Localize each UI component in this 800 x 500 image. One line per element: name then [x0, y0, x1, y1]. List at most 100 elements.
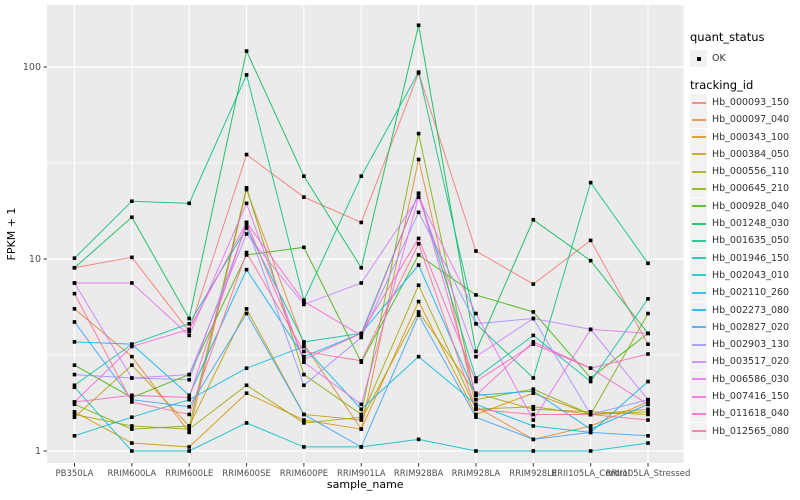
legend-key-ok: [690, 50, 707, 67]
data-point: [646, 379, 650, 384]
legend-item-Hb_000384_050: Hb_000384_050: [690, 145, 800, 163]
y-tick-label: 100: [23, 62, 41, 73]
data-point: [416, 131, 421, 136]
data-point: [474, 415, 478, 419]
data-point: [416, 210, 421, 215]
legend-item-label: Hb_000928_040: [712, 200, 790, 212]
data-point: [531, 310, 536, 314]
legend-item-Hb_000645_210: Hb_000645_210: [690, 180, 800, 198]
data-point: [474, 397, 478, 402]
data-point: [244, 73, 249, 77]
data-point: [244, 201, 249, 206]
data-point: [359, 402, 364, 407]
data-point: [130, 395, 134, 400]
legend-line-icon: [691, 153, 706, 156]
data-point: [244, 311, 249, 316]
data-point: [187, 201, 191, 206]
data-point: [646, 297, 650, 301]
data-point: [416, 354, 421, 359]
legend-line-icon: [691, 326, 706, 329]
data-point: [359, 412, 364, 417]
data-point: [302, 418, 306, 422]
data-point: [302, 445, 306, 449]
data-point: [302, 245, 306, 250]
data-point: [531, 282, 536, 286]
data-point: [474, 354, 478, 359]
data-point: [531, 387, 536, 391]
legend-line-icon: [691, 395, 706, 398]
data-point: [72, 433, 77, 438]
data-point: [187, 327, 191, 332]
legend-item-label: Hb_000645_210: [712, 183, 790, 195]
data-point: [244, 152, 249, 157]
data-point: [531, 391, 536, 396]
data-point: [531, 412, 536, 417]
legend-key-swatch: [690, 145, 707, 163]
data-point: [130, 441, 134, 445]
data-point: [302, 344, 306, 349]
x-tick-label: RRII105LA_Control: [551, 469, 630, 479]
data-point: [244, 220, 249, 225]
data-point: [416, 263, 421, 267]
legend-item-Hb_002110_260: Hb_002110_260: [690, 284, 800, 302]
data-point: [416, 157, 421, 162]
legend-item-label: Hb_003517_020: [712, 356, 790, 368]
legend-key-swatch: [690, 353, 707, 371]
black-point-icon: [696, 56, 701, 61]
data-point: [359, 220, 364, 225]
data-point: [646, 400, 650, 404]
data-point: [302, 412, 306, 417]
data-point: [187, 316, 191, 321]
legend-item-label: Hb_012565_080: [712, 425, 790, 437]
legend-item-label: Hb_001635_050: [712, 235, 790, 247]
legend-key-swatch: [690, 180, 707, 198]
legend-item-Hb_001946_150: Hb_001946_150: [690, 249, 800, 267]
legend-key-swatch: [690, 249, 707, 267]
data-point: [187, 395, 191, 400]
data-point: [588, 430, 593, 435]
data-point: [72, 363, 77, 367]
legend-item-label: Hb_000093_150: [712, 97, 790, 108]
x-tick-label: RRIM928BA: [394, 469, 444, 479]
data-point: [416, 191, 421, 196]
data-point: [187, 404, 191, 409]
data-point: [588, 379, 593, 384]
data-point: [187, 329, 191, 334]
legend-item-label: Hb_001248_030: [712, 218, 790, 230]
data-point: [474, 407, 478, 412]
legend-key-swatch: [690, 284, 707, 302]
data-point: [359, 358, 364, 363]
data-point: [531, 389, 536, 393]
legend-line-icon: [691, 430, 706, 433]
data-point: [588, 410, 593, 414]
data-point: [130, 427, 134, 431]
y-axis-title: FPKM + 1: [5, 208, 18, 261]
legend-item-Hb_000556_110: Hb_000556_110: [690, 163, 800, 181]
legend-item-Hb_006586_030: Hb_006586_030: [690, 370, 800, 388]
legend-key-swatch: [690, 215, 707, 233]
x-tick-label: RRIM901LA: [337, 469, 386, 479]
data-point: [359, 333, 364, 338]
data-point: [531, 340, 536, 344]
data-point: [72, 372, 77, 377]
data-point: [588, 366, 593, 370]
x-tick-label: RRIM928LA: [452, 469, 501, 479]
data-point: [531, 437, 536, 442]
data-point: [474, 404, 478, 409]
data-point: [187, 445, 191, 449]
data-point: [72, 256, 77, 260]
legend-key-swatch: [690, 336, 707, 354]
data-point: [130, 215, 134, 220]
data-point: [646, 412, 650, 417]
data-point: [187, 397, 191, 402]
legend-item-label: Hb_011618_040: [712, 408, 790, 420]
data-point: [359, 331, 364, 336]
data-point: [72, 383, 77, 388]
data-point: [646, 441, 650, 445]
legend-item-label: Hb_007416_150: [712, 391, 790, 403]
data-point: [187, 372, 191, 377]
data-point: [359, 415, 364, 419]
legend-item-Hb_002903_130: Hb_002903_130: [690, 336, 800, 354]
data-point: [130, 344, 134, 349]
